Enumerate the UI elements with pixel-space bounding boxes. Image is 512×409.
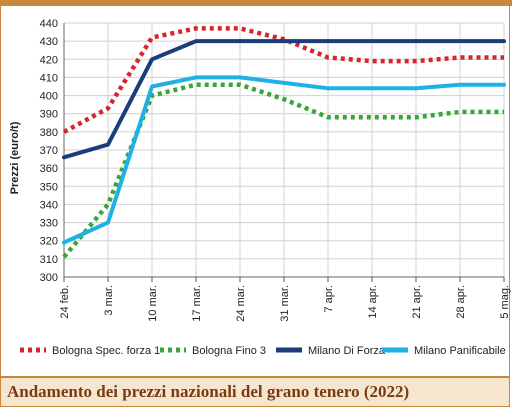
x-tick-labels: 24 feb. 3 mar. 10 mar. 17 mar. 24 mar. 31 mar… [59, 285, 511, 322]
x-tick-label: 14 apr. [367, 285, 379, 319]
x-tick-label: 7 apr. [323, 285, 335, 313]
y-tick-label: 340 [40, 199, 58, 211]
top-accent-strip [0, 0, 512, 6]
x-tick-label: 3 mar. [103, 285, 115, 316]
x-tick-label: 17 mar. [191, 285, 203, 322]
y-tick-labels: 300 310 320 330 340 350 360 370 380 390 400 410 420 4… [40, 18, 58, 284]
y-tick-label: 430 [40, 36, 58, 48]
series-line-2 [62, 39, 506, 160]
series-lines [62, 26, 506, 259]
x-tick-label: 21 apr. [411, 285, 423, 319]
x-tick-label: 5 mag. [499, 285, 511, 319]
y-tick-label: 350 [40, 181, 58, 193]
y-tick-label: 390 [40, 109, 58, 121]
x-tick-label: 24 mar. [235, 285, 247, 322]
y-tick-label: 310 [40, 254, 58, 266]
y-tick-label: 380 [40, 127, 58, 139]
x-tick-label: 24 feb. [59, 285, 71, 319]
y-tick-label: 360 [40, 163, 58, 175]
y-tick-label: 410 [40, 72, 58, 84]
y-tick-label: 400 [40, 91, 58, 103]
y-tick-label: 420 [40, 54, 58, 66]
legend-label-0: Bologna Spec. forza 1 [52, 345, 160, 357]
x-tick-label: 10 mar. [147, 285, 159, 322]
legend-label-1: Bologna Fino 3 [192, 345, 266, 357]
y-tick-label: 330 [40, 218, 58, 230]
y-tick-label: 370 [40, 145, 58, 157]
y-tick-label: 440 [40, 18, 58, 30]
y-axis-label: Prezzi (euro/t) [9, 121, 21, 194]
x-tick-label: 31 mar. [279, 285, 291, 322]
legend: Bologna Spec. forza 1 Bologna Fino 3 Milan… [20, 345, 506, 357]
series-line-3 [62, 75, 506, 245]
footer-title: Andamento dei prezzi nazionali del grano… [7, 382, 410, 401]
legend-label-3: Milano Panificabile [414, 345, 506, 357]
x-tick-label: 28 apr. [455, 285, 467, 319]
legend-label-2: Milano Di Forza [308, 345, 386, 357]
y-tick-label: 320 [40, 236, 58, 248]
footer-bar: Andamento dei prezzi nazionali del grano… [1, 376, 509, 406]
y-tick-label: 300 [40, 272, 58, 284]
